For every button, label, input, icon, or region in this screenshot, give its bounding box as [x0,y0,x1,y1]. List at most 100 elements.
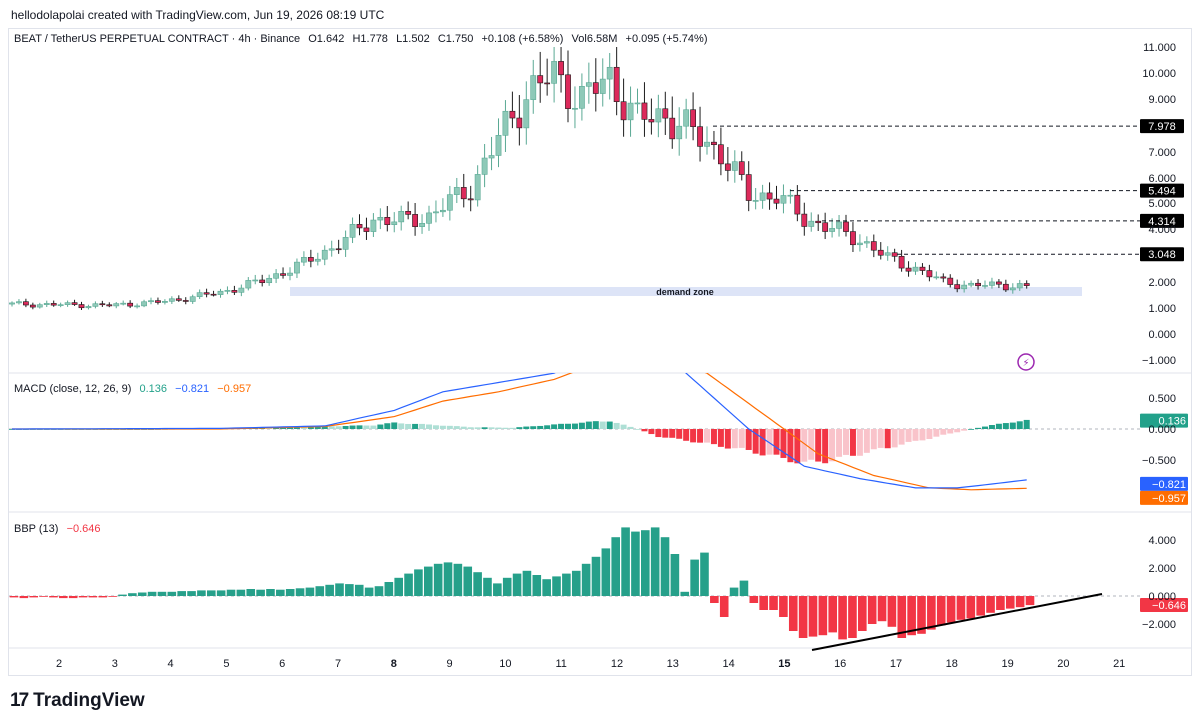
candle-body [961,284,968,290]
candle-body [342,237,349,250]
macd-histogram-bar [787,429,794,463]
bbp-bar [670,554,680,596]
candle-body [203,292,210,295]
candle-body [836,221,842,229]
bbp-bar [276,589,285,596]
macd-value-label: 0.136 [1158,416,1186,428]
macd-histogram-bar [794,429,801,464]
candle-body [627,102,634,121]
candle-body [766,192,773,200]
bbp-bar [197,590,206,596]
macd-histogram-bar [432,425,439,429]
bbp-bar [719,596,729,617]
candle-body [71,302,78,305]
candle-body [412,214,418,227]
candle-body [683,109,690,127]
macd-histogram-bar [495,427,502,429]
macd-histogram-bar [453,426,460,429]
candle-body [877,249,884,256]
macd-histogram-bar [551,424,558,429]
candle-body [523,99,530,129]
bbp-bar [384,582,394,596]
macd-histogram-bar [585,421,592,429]
candle-body [933,276,940,279]
candle-body [43,303,50,305]
macd-histogram-bar [1023,419,1030,429]
bbp-bar [976,596,985,616]
candle-body [544,82,551,85]
macd-histogram-bar [530,426,537,429]
price-legend: BEAT / TetherUS PERPETUAL CONTRACT · 4h … [14,33,709,45]
candle-body [141,301,147,307]
bbp-bar [700,552,709,596]
macd-histogram-bar [377,424,384,429]
bbp-bar [739,580,749,596]
macd-histogram-bar [780,429,787,458]
alert-icon [1017,353,1035,371]
price-tick-label: −1.000 [1142,355,1176,367]
candle-body [453,187,460,195]
macd-histogram-bar [474,427,481,429]
bbp-bar [226,589,236,596]
bbp-bar [414,569,423,596]
candle-body [801,213,808,227]
macd-histogram-bar [933,429,940,437]
macd-histogram-bar [738,429,745,448]
resistance-price-tag [1140,183,1184,198]
candle-body [898,256,905,269]
brand-name: TradingView [33,690,145,711]
resistance-price-label: 7.978 [1148,121,1176,133]
candle-body [613,66,620,103]
bbp-bar [19,596,29,599]
time-tick-label: 7 [335,658,341,670]
macd-histogram-bar [523,426,530,429]
candle-body [384,216,391,225]
time-tick-label: 6 [279,658,285,670]
bbp-bar [788,596,798,631]
macd-histogram-bar [335,426,342,429]
candle-body [822,222,829,232]
time-tick-label: 16 [834,658,846,670]
bbp-bar [473,572,482,596]
bbp-bar [828,596,838,633]
candle-body [843,221,849,232]
candle-body [773,198,780,204]
candle-body [481,157,488,175]
bbp-bar [177,591,186,596]
macd-histogram-bar [592,421,599,429]
macd-histogram-bar [509,427,516,429]
macd-histogram-bar [349,425,356,429]
candle-body [558,61,564,76]
candle-body [9,302,15,305]
candle-body [884,252,891,256]
bbp-bar [848,596,857,638]
bbp-bar [591,556,601,596]
macd-histogram-bar [655,429,662,438]
macd-histogram-bar [287,426,293,429]
tradingview-brand[interactable]: 17 TradingView [10,690,145,712]
candle-body [349,224,356,238]
macd-histogram-bar [363,425,370,429]
time-tick-label: 14 [722,658,734,670]
macd-histogram-bar [662,429,669,438]
macd-histogram-bar [544,425,551,429]
macd-signal-value: −0.957 [217,383,252,395]
bbp-bar [818,596,828,636]
bbp-bar [216,590,226,596]
candle-body [738,161,745,175]
demand-zone-label: demand zone [656,287,714,297]
resistance-price-tag [1140,213,1184,228]
candle-body [307,257,314,262]
candle-body [655,108,662,123]
candle-body [196,292,203,298]
bbp-bar [453,563,463,596]
resistance-price-tag [1140,247,1184,262]
candle-body [85,306,92,309]
candle-body [648,119,655,123]
price-tick-label: 6.000 [1148,173,1176,185]
candle-body [224,290,231,292]
bbp-bar [118,594,127,596]
macd-histogram-bar [697,429,704,443]
candle-body [995,281,1002,285]
